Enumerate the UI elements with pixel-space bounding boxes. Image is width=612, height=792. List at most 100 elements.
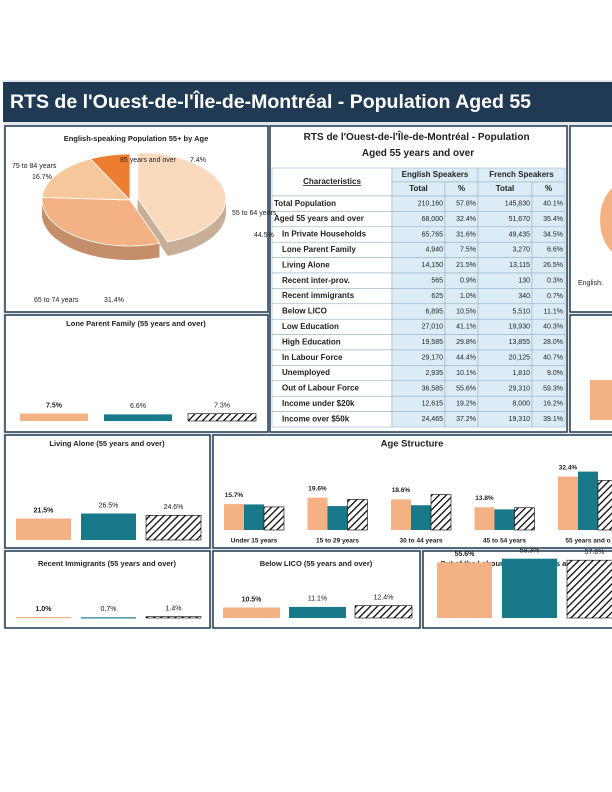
table-row-label: High Education [282,337,341,346]
bar [494,509,515,530]
table-value: 6,895 [425,308,443,315]
table-value: 57.8% [456,201,476,208]
data-label: 24.6% [164,504,184,511]
table-row-label: Living Alone [282,260,330,269]
table-value: 210,160 [418,201,443,208]
bar [430,494,452,531]
table-value: 32.4% [456,216,476,223]
table: Characteristics English Speakers French Sp… [271,167,566,428]
table-row-label: Out of Labour Force [282,384,359,393]
table-title: RTS de l'Ouest-de-l'Île-de-Montréal - Po… [304,130,533,159]
table-value: 51,670 [509,216,531,223]
bar [578,471,598,530]
table-value: 21.5% [456,262,476,269]
bar [81,513,136,540]
pie-category-label: 65 to 74 years [34,297,79,304]
panel [4,550,211,629]
bar [502,558,557,618]
data-label: 10.5% [242,596,263,603]
table-value: 41.1% [456,324,476,331]
table-row-label: Income under $20k [282,399,355,408]
pie-value-label: 16.7% [32,174,52,181]
table-value: 36,585 [422,385,444,392]
table-value: 3,270 [512,247,530,254]
chart-title: English-speaking Population 55+ by Age [64,134,209,143]
table-value: 49,435 [509,231,531,238]
table-value: 2,935 [425,370,443,377]
pie-value-label: 44.5% [254,232,274,239]
bar [474,507,495,530]
table-value: 130 [518,278,530,285]
table-subheader: % [458,184,465,193]
data-label: 0.7% [101,606,117,613]
table-value: 26.5% [543,262,563,269]
data-label: 6.6% [130,403,146,410]
panel [569,125,612,313]
table-value: 28.0% [543,339,563,346]
table-value: 27,010 [422,324,444,331]
table-value: 39.1% [543,416,563,423]
bar [187,413,257,422]
table-row-label: Recent immigrants [282,291,355,300]
data-label: 59.3% [520,548,540,555]
table-row-label: In Private Households [282,230,367,239]
pie-value-label: 31.4% [104,297,124,304]
pie-slice [41,158,131,201]
table-value: 12,615 [422,401,444,408]
data-label: 1.4% [166,605,182,612]
chart-title: Recent Immigrants (55 years and over) [38,559,176,568]
table-value: 6.6% [547,247,563,254]
bar [558,476,578,530]
bar [104,414,172,421]
panel [4,314,269,433]
table-value: 34.5% [543,231,563,238]
bar [145,616,202,619]
table-row-label: Lone Parent Family [282,245,356,254]
table-value: 0.7% [547,293,563,300]
partial-bar [590,380,612,420]
x-tick-label: 55 years and o [565,538,610,545]
data-label: 7.5% [46,402,63,409]
table-value: 1.0% [460,293,476,300]
bar [16,518,71,540]
table-value: 24,465 [422,416,444,423]
table-value: 16.2% [543,401,563,408]
data-label: 12.4% [374,594,394,601]
table-value: 19,930 [509,324,531,331]
table-value: 0.9% [460,278,476,285]
x-tick-label: 30 to 44 years [399,538,442,545]
data-label: 19.6% [308,485,327,492]
x-tick-label: 15 to 29 years [316,538,359,545]
data-label: 11.1% [308,596,327,603]
table-row-label: Recent inter-prov. [282,276,350,285]
chart-title: Lone Parent Family (55 years and over) [66,319,206,328]
table-value: 19,310 [509,416,531,423]
table-value: 19.2% [456,401,476,408]
table-row-label: Unemployed [282,368,330,377]
table-value: 20,125 [509,355,531,362]
header-title: RTS de l'Ouest-de-l'Île-de-Montréal - Po… [10,89,531,113]
table-value: 68,000 [422,216,444,223]
table-value: 40.7% [543,355,563,362]
table-value: 40.3% [543,324,563,331]
bar [244,504,264,530]
table-value: 10.1% [456,370,476,377]
table-row-label: Low Education [282,322,339,331]
table-header: English Speakers [402,170,469,179]
bar [437,562,492,618]
table-header-cell [271,167,393,197]
bar [289,606,346,618]
bar [223,607,280,618]
bar [391,499,411,530]
bar [20,413,88,421]
table-value: 565 [431,278,443,285]
chart-title: Living Alone (55 years and over) [49,439,165,448]
bar [411,505,431,530]
table-value: 35.4% [543,216,563,223]
table-value: 8,000 [512,401,530,408]
x-tick-label: Under 15 years [231,538,278,545]
table-value: 10.5% [456,308,476,315]
panel [212,434,612,549]
bar [263,506,285,531]
table-subheader: Total [496,184,515,193]
